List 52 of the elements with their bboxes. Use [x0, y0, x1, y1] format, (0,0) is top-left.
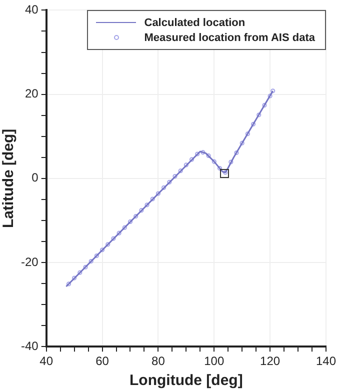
point: [88, 258, 94, 264]
y-tick-label: -20: [21, 254, 39, 269]
y-tick-label: 40: [24, 2, 39, 17]
point: [100, 248, 105, 252]
point: [128, 219, 133, 224]
point: [116, 230, 122, 236]
x-axis-title: Longitude [deg]: [130, 372, 243, 390]
point: [167, 180, 172, 184]
x-tick-label: 120: [260, 354, 280, 368]
point: [189, 157, 194, 162]
point: [122, 225, 127, 230]
point: [156, 191, 160, 196]
y-axis-title: Latitude [deg]: [0, 128, 18, 228]
point: [78, 270, 82, 275]
point: [139, 208, 144, 213]
legend-label: Calculated location: [144, 16, 246, 29]
point: [195, 152, 200, 156]
point: [212, 159, 216, 164]
point: [262, 102, 267, 108]
point: [111, 236, 116, 241]
point: [256, 112, 262, 118]
point: [184, 162, 188, 168]
point: [134, 214, 138, 219]
point: [206, 153, 211, 158]
y-tick-label: -40: [21, 338, 39, 353]
point: [172, 174, 178, 179]
point: [217, 166, 222, 171]
point: [270, 88, 276, 94]
x-tick-label: 60: [96, 354, 110, 368]
point: [228, 160, 234, 164]
legend-label: Measured location from AIS data: [144, 32, 315, 44]
x-tick-label: 80: [152, 354, 166, 368]
point: [240, 140, 244, 146]
point: [66, 282, 72, 286]
point: [234, 150, 239, 156]
x-tick-label: 40: [40, 354, 54, 368]
x-tick-label: 140: [316, 354, 336, 368]
point: [83, 264, 88, 270]
point: [250, 122, 256, 126]
y-tick-label: 20: [24, 86, 39, 101]
point: [161, 185, 166, 190]
point: [150, 196, 155, 202]
x-tick-label: 100: [204, 354, 224, 368]
point: [144, 202, 150, 208]
point: [178, 168, 183, 174]
point: [268, 94, 272, 98]
point: [72, 276, 77, 280]
point: [106, 242, 110, 247]
point: [200, 150, 206, 155]
point: [94, 253, 99, 258]
y-tick-label: 0: [32, 170, 39, 185]
point: [245, 132, 250, 136]
